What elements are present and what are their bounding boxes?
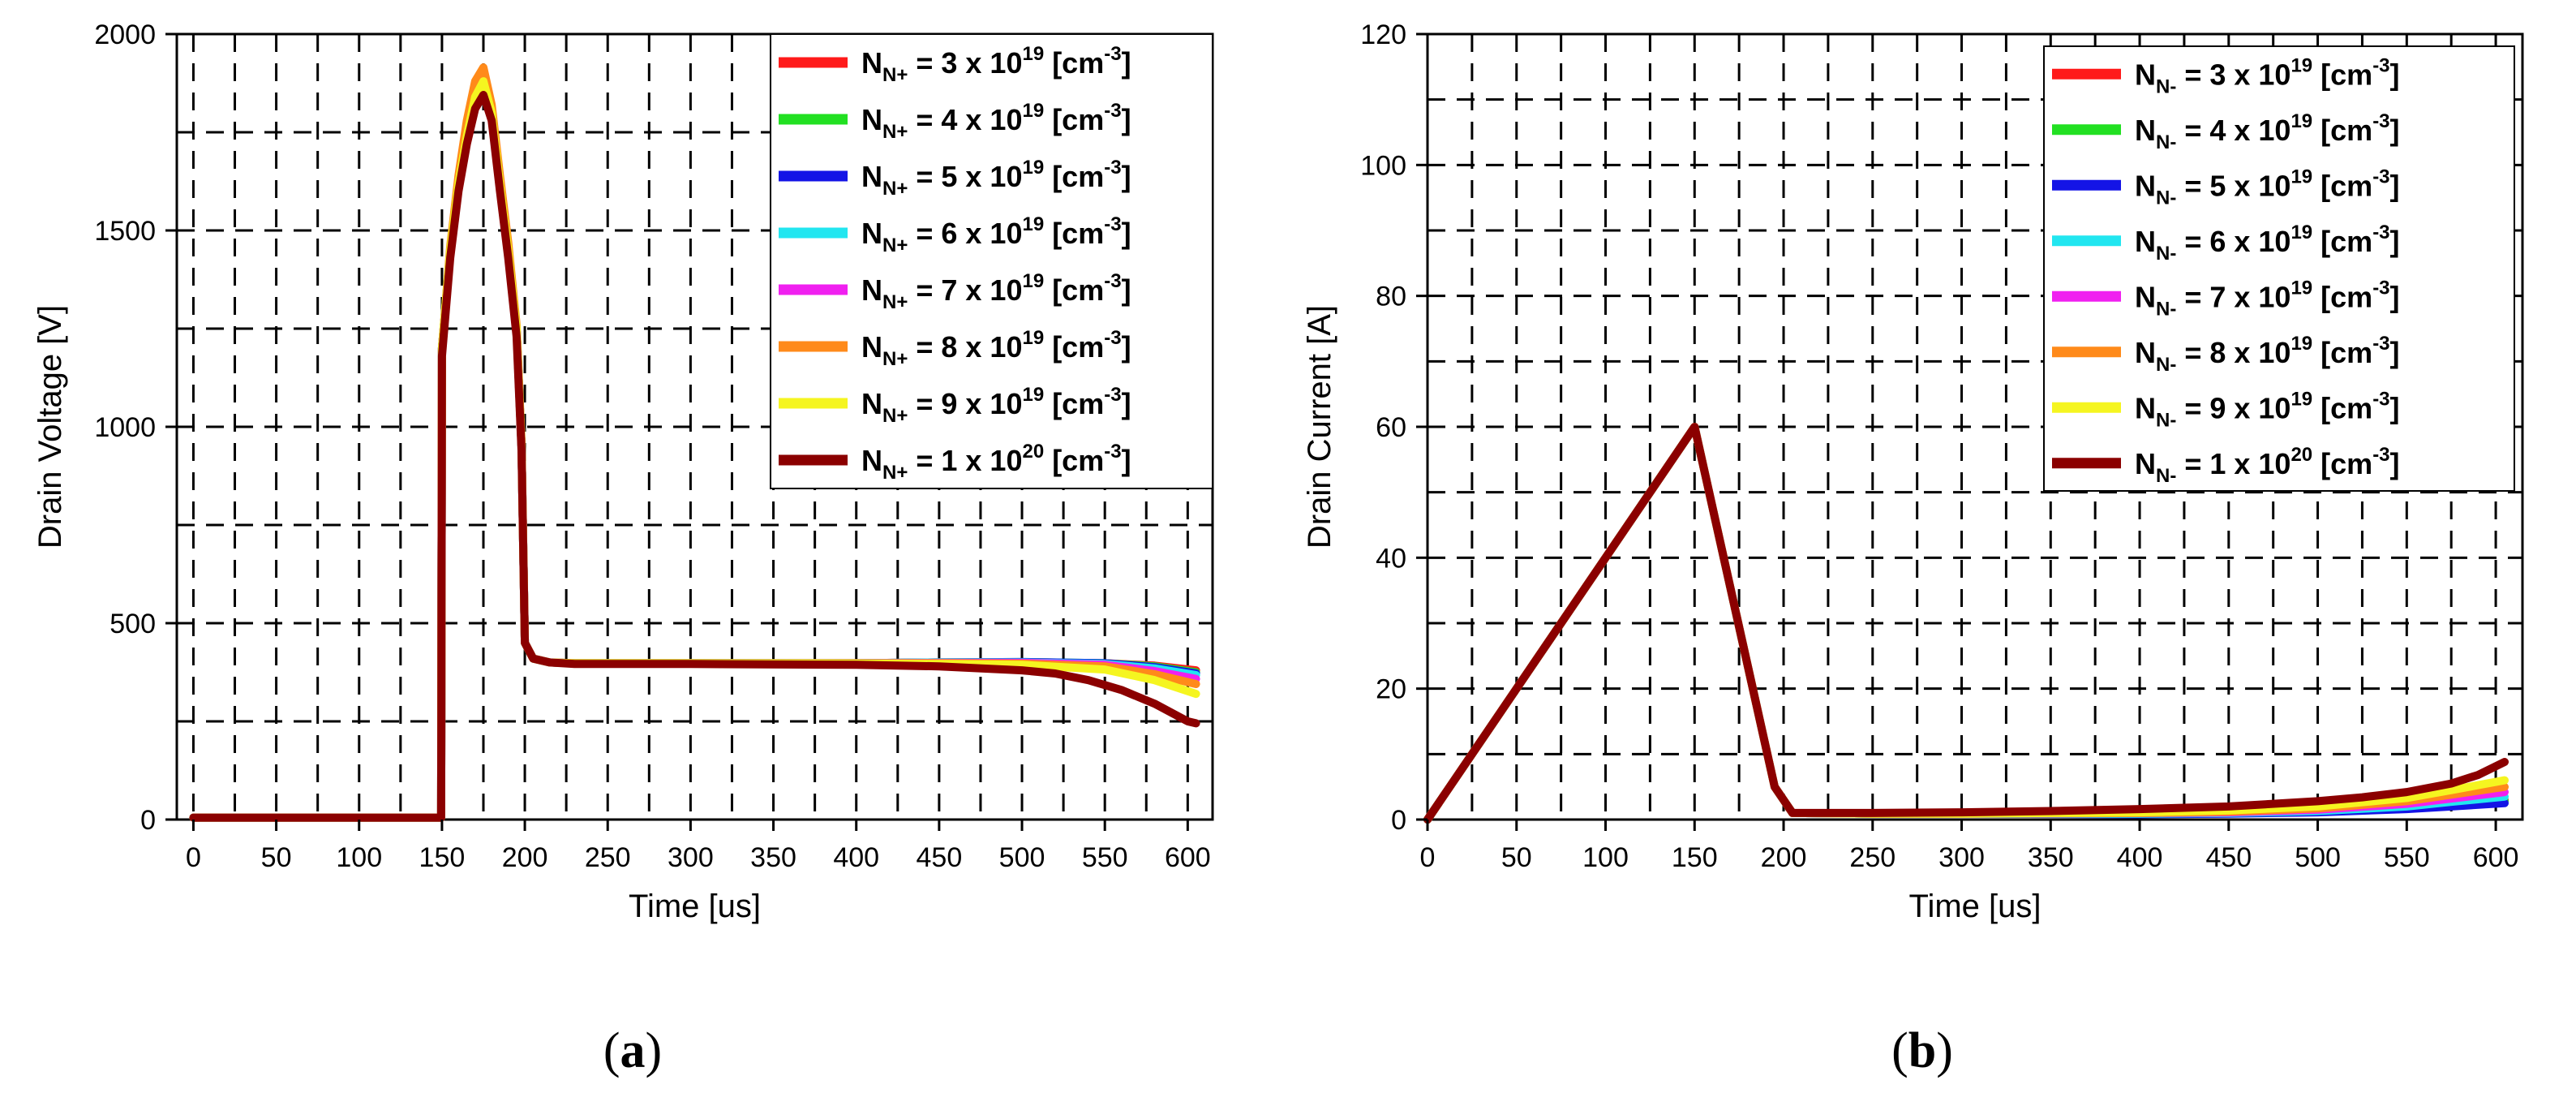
x-tick-label-b-11: 550: [2384, 842, 2430, 873]
y-tick-label-b-1: 20: [1376, 674, 1406, 705]
x-tick-label-b-9: 450: [2205, 842, 2252, 873]
x-tick-label-b-7: 350: [2028, 842, 2074, 873]
x-tick-label-b-1: 50: [1501, 842, 1532, 873]
panel-caption-b: (b): [1891, 1023, 1953, 1078]
x-tick-label-a-9: 450: [917, 842, 963, 873]
legend-box-a: [770, 33, 1213, 489]
panel-label-a: a: [620, 1023, 646, 1078]
legend-label-b-4: NN- = 6 x 1019 [cm-3]: [2135, 222, 2400, 265]
x-tick-label-a-6: 300: [668, 842, 714, 873]
x-tick-label-a-1: 50: [261, 842, 292, 873]
y-tick-label-b-4: 80: [1376, 282, 1406, 312]
legend-a: NN+ = 3 x 1019 [cm-3] NN+ = 4 x 1019 [cm-…: [770, 33, 1213, 489]
legend-label-b-3: NN- = 5 x 1019 [cm-3]: [2135, 166, 2400, 209]
legend-label-a-1: NN+ = 3 x 1019 [cm-3]: [861, 43, 1131, 86]
x-tick-label-b-0: 0: [1420, 842, 1436, 873]
x-tick-label-a-12: 600: [1165, 842, 1211, 873]
x-axis-label-a: Time [us]: [629, 889, 761, 924]
x-tick-label-b-4: 200: [1761, 842, 1807, 873]
x-tick-label-b-12: 600: [2473, 842, 2519, 873]
legend-label-b-2: NN- = 4 x 1019 [cm-3]: [2135, 110, 2400, 153]
y-tick-label-b-2: 40: [1376, 543, 1406, 574]
y-tick-label-b-0: 0: [1391, 805, 1406, 836]
x-tick-label-a-5: 250: [585, 842, 631, 873]
y-axis-label-a: Drain Voltage [V]: [32, 305, 68, 549]
chart-a: 0 50 100 150 200 250 300 350 400 450 500 550 600 0 500…: [32, 19, 1214, 1078]
x-tick-label-b-2: 100: [1582, 842, 1629, 873]
legend-label-a-2: NN+ = 4 x 1019 [cm-3]: [861, 100, 1131, 143]
y-tick-label-b-6: 120: [1360, 19, 1406, 50]
legend-label-b-8: NN- = 1 x 1020 [cm-3]: [2135, 444, 2400, 487]
x-tick-label-b-8: 400: [2117, 842, 2163, 873]
y-tick-label-a-1: 500: [109, 609, 156, 639]
y-tick-label-b-3: 60: [1376, 412, 1406, 443]
legend-label-b-7: NN- = 9 x 1019 [cm-3]: [2135, 388, 2400, 431]
x-axis-label-b: Time [us]: [1909, 889, 2041, 924]
y-tick-label-a-0: 0: [140, 805, 156, 836]
legend-label-b-1: NN- = 3 x 1019 [cm-3]: [2135, 54, 2400, 97]
y-tick-label-a-4: 2000: [94, 19, 156, 50]
x-tick-label-b-5: 250: [1849, 842, 1896, 873]
x-tick-label-a-8: 400: [833, 842, 879, 873]
x-tick-label-a-3: 150: [419, 842, 466, 873]
y-tick-label-a-2: 1000: [94, 412, 156, 443]
x-tick-label-b-3: 150: [1672, 842, 1718, 873]
legend-box-b: [2043, 45, 2515, 492]
legend-label-b-6: NN- = 8 x 1019 [cm-3]: [2135, 333, 2400, 376]
y-axis-label-b: Drain Current [A]: [1302, 305, 1337, 549]
series-group-a: [189, 63, 1200, 822]
series-line-b-8: [1423, 423, 2509, 824]
x-tick-label-a-0: 0: [186, 842, 201, 873]
x-tick-label-b-6: 300: [1938, 842, 1985, 873]
x-tick-label-a-7: 350: [750, 842, 796, 873]
legend-b: NN- = 3 x 1019 [cm-3] NN- = 4 x 1019 [cm-…: [2043, 45, 2515, 492]
x-tick-label-a-11: 550: [1082, 842, 1128, 873]
series-group-b: [1423, 423, 2509, 824]
x-tick-label-a-2: 100: [336, 842, 382, 873]
legend-label-a-7: NN+ = 9 x 1019 [cm-3]: [861, 384, 1131, 427]
x-tick-label-b-10: 500: [2295, 842, 2341, 873]
panel-caption-a: (a): [603, 1023, 662, 1078]
ticks-a: 0 50 100 150 200 250 300 350 400 450 500 550 600 0 500…: [94, 19, 1210, 873]
legend-label-a-4: NN+ = 6 x 1019 [cm-3]: [861, 213, 1131, 256]
legend-label-a-8: NN+ = 1 x 1020 [cm-3]: [861, 441, 1131, 484]
y-tick-label-b-5: 100: [1360, 150, 1406, 181]
series-line-a-8: [189, 91, 1200, 822]
legend-label-a-5: NN+ = 7 x 1019 [cm-3]: [861, 270, 1131, 313]
legend-label-a-6: NN+ = 8 x 1019 [cm-3]: [861, 327, 1131, 370]
legend-label-b-5: NN- = 7 x 1019 [cm-3]: [2135, 277, 2400, 320]
ticks-b: 0 50 100 150 200 250 300 350 400 450 500 550 600 0 20 4…: [1360, 19, 2518, 873]
x-tick-label-a-10: 500: [999, 842, 1045, 873]
x-tick-label-a-4: 200: [502, 842, 548, 873]
y-tick-label-a-3: 1500: [94, 216, 156, 247]
legend-label-a-3: NN+ = 5 x 1019 [cm-3]: [861, 157, 1131, 200]
panel-label-b: b: [1908, 1023, 1936, 1078]
chart-b: 0 50 100 150 200 250 300 350 400 450 500 550 600 0 20 4…: [1302, 19, 2524, 1078]
